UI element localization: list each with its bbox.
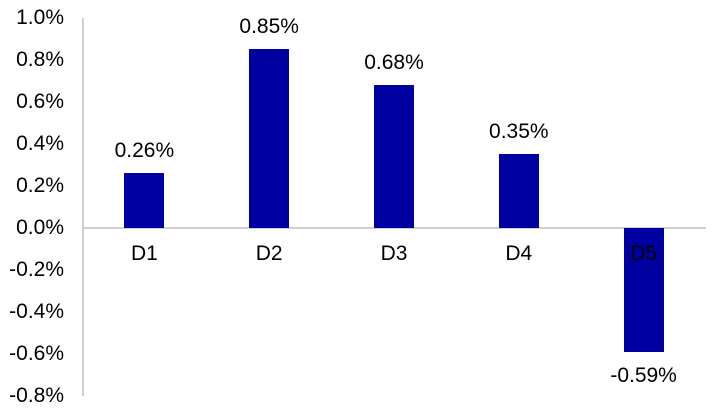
y-axis-line bbox=[82, 18, 84, 396]
data-label-D3: 0.68% bbox=[364, 51, 424, 74]
bar-D5 bbox=[624, 228, 664, 352]
bar-D4 bbox=[499, 154, 539, 228]
zero-gridline bbox=[82, 227, 706, 229]
category-label-D1: D1 bbox=[130, 242, 158, 265]
y-tick-label: 0.4% bbox=[16, 132, 64, 155]
y-tick-label: 0.6% bbox=[16, 90, 64, 113]
bar-D3 bbox=[374, 85, 414, 228]
data-label-D4: 0.35% bbox=[489, 120, 549, 143]
y-tick-label: -0.2% bbox=[9, 258, 64, 281]
category-label-D3: D3 bbox=[380, 242, 408, 265]
y-tick-label: -0.6% bbox=[9, 342, 64, 365]
y-tick-label: 0.2% bbox=[16, 174, 64, 197]
bar-D1 bbox=[124, 173, 164, 228]
y-tick-label: -0.8% bbox=[9, 384, 64, 407]
category-label-D5: D5 bbox=[630, 242, 658, 265]
data-label-D1: 0.26% bbox=[114, 139, 175, 162]
y-tick-label: 1.0% bbox=[16, 6, 64, 29]
y-tick-label: 0.0% bbox=[16, 216, 64, 239]
y-tick-label: 0.8% bbox=[16, 48, 64, 71]
y-tick-label: -0.4% bbox=[9, 300, 64, 323]
category-label-D2: D2 bbox=[255, 242, 283, 265]
data-label-D5: -0.59% bbox=[610, 364, 677, 387]
bar-D2 bbox=[249, 49, 289, 228]
data-label-D2: 0.85% bbox=[239, 15, 299, 38]
category-label-D4: D4 bbox=[505, 242, 533, 265]
